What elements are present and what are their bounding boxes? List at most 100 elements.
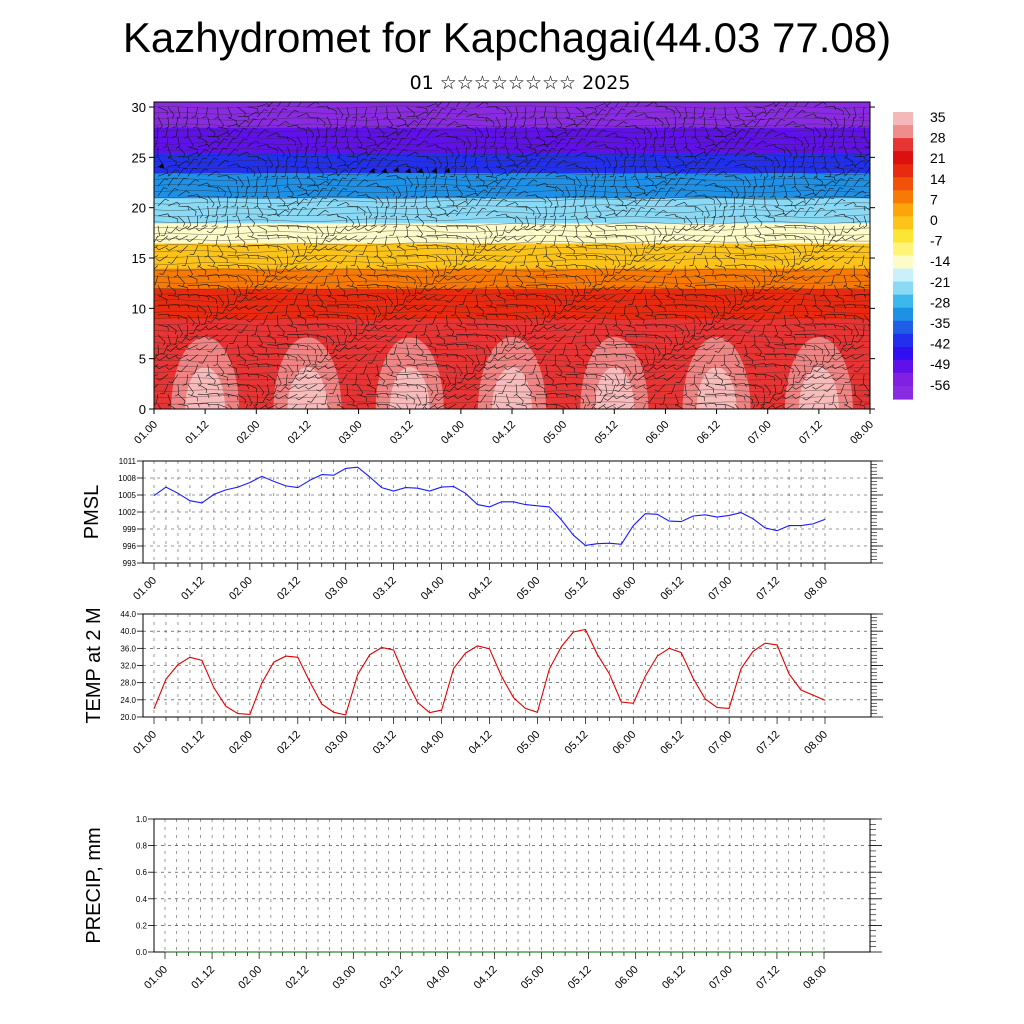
x-tick-label: 05.12 [592,419,620,447]
x-tick-label: 03.12 [371,729,399,757]
colorbar-swatch [893,346,913,361]
x-tick-label: 02.00 [234,419,262,447]
x-tick-label: 04.00 [419,575,447,603]
colorbar-label: -35 [930,315,950,331]
x-tick-label: 07.00 [746,419,774,447]
x-tick-label: 07.12 [754,964,782,992]
wind-flag [393,167,399,172]
x-tick-label: 07.12 [754,729,782,757]
colorbar-swatch [893,164,913,178]
y-tick-label: 40.0 [120,627,136,636]
colorbar-swatch [893,112,913,126]
colorbar-swatch [893,216,913,231]
colorbar-swatch [893,177,913,191]
colorbar-swatch [893,372,913,387]
x-tick-label: 06.12 [658,575,686,603]
panel-frame [153,818,871,953]
colorbar-label: 7 [930,191,938,207]
x-tick-label: 02.00 [227,575,255,603]
x-tick-label: 02.00 [227,729,255,757]
x-tick-label: 01.00 [142,964,170,992]
y-tick-label: 993 [123,559,137,568]
x-tick-label: 03.00 [323,575,351,603]
x-tick-label: 02.12 [286,419,314,447]
colorbar-swatch [893,151,913,165]
y-tick-label: 15 [132,251,146,266]
x-tick-label: 06.00 [610,575,638,603]
x-tick-label: 01.12 [183,419,211,447]
y-tick-label: 5 [139,352,146,367]
cross-section-fill [154,102,870,409]
wind-flag [369,168,375,173]
colorbar-swatch [893,385,913,400]
panel-frame [142,613,872,718]
y-tick-label: 0 [139,402,146,417]
x-tick-label: 04.00 [425,964,453,992]
colorbar-swatch [893,138,913,152]
series-line [153,466,826,546]
x-tick-label: 02.12 [275,729,303,757]
y-tick-label: 996 [123,542,137,551]
colorbar-swatch [893,255,913,270]
wind-flag [444,168,450,173]
x-tick-label: 06.00 [613,964,641,992]
x-tick-label: 02.12 [275,575,303,603]
page-subtitle: 01 ☆☆☆☆☆☆☆☆ 2025 [409,72,631,94]
x-tick-label: 01.12 [179,575,207,603]
x-tick-label: 03.00 [337,419,365,447]
colorbar-label: -28 [930,294,950,310]
page-title: Kazhydromet for Kapchagai(44.03 77.08) [122,14,892,61]
y-tick-label: 20 [132,201,146,216]
y-tick-label: 999 [123,525,137,534]
x-tick-label: 05.00 [519,964,547,992]
x-tick-label: 06.12 [660,964,688,992]
y-tick-label: 28.0 [120,679,136,688]
pmsl-panel: 993 996 999 1002 1005 1008 1011 01.00 01.12 02.00… [81,457,883,603]
y-tick-label: 24.0 [120,696,136,705]
y-axis-label: TEMP at 2 M [83,607,105,723]
y-tick-label: 0.2 [136,921,148,930]
y-axis-label: PRECIP, mm [83,827,105,943]
x-tick-label: 06.00 [644,419,672,447]
colorbar-swatch [893,320,913,335]
x-tick-label: 01.12 [179,729,207,757]
series-line [153,628,826,716]
x-tick-label: 05.00 [515,729,543,757]
wind-flag [158,163,164,168]
colorbar-swatch [893,294,913,309]
x-tick-label: 06.12 [658,729,686,757]
colorbar-swatch [893,307,913,322]
x-tick-label: 07.00 [706,729,734,757]
x-tick-label: 08.00 [848,419,876,447]
y-tick-label: 0.8 [136,842,148,851]
wind-flag [381,168,387,173]
x-tick-label: 05.12 [563,729,591,757]
x-tick-label: 08.00 [802,729,830,757]
colorbar-label: -14 [930,253,950,269]
x-tick-label: 05.12 [563,575,591,603]
x-tick-label: 05.00 [541,419,569,447]
colorbar-swatch [893,203,913,217]
colorbar-swatch [893,190,913,204]
x-tick-label: 03.12 [388,419,416,447]
x-tick-label: 04.00 [419,729,447,757]
y-tick-label: 1002 [118,508,136,517]
y-tick-label: 1008 [118,474,136,483]
y-tick-label: 0.0 [136,948,148,957]
y-tick-label: 20.0 [120,713,136,722]
colorbar-label: 0 [930,212,938,228]
panel-frame [142,460,872,564]
y-tick-label: 0.4 [136,895,148,904]
x-tick-label: 05.12 [566,964,594,992]
x-tick-label: 03.12 [371,575,399,603]
y-tick-label: 44.0 [120,610,136,619]
y-tick-label: 1.0 [136,815,148,824]
x-tick-label: 03.12 [378,964,406,992]
colorbar-label: -7 [930,233,943,249]
temp-panel: 20.0 24.0 28.0 32.0 36.0 40.0 44.0 01.00 01.12 02… [83,607,883,757]
y-tick-label: 30 [132,100,146,115]
wind-flag [431,168,437,173]
colorbar-label: 28 [930,130,946,146]
colorbar-swatch [893,268,913,283]
precip-panel: 0.0 0.2 0.4 0.6 0.8 1.0 01.00 01.12 02.00 02.12 03… [83,815,882,992]
